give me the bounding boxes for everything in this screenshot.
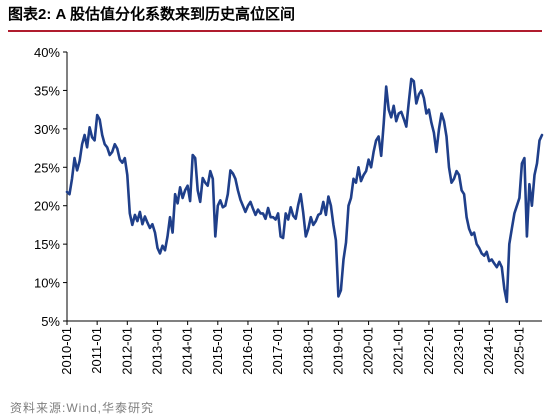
y-tick-label: 35% (34, 83, 60, 98)
x-tick-label: 2021-01 (391, 327, 406, 375)
title-rule (8, 30, 542, 32)
y-tick-label: 25% (34, 160, 60, 175)
y-tick-label: 5% (41, 314, 60, 329)
x-tick-label: 2012-01 (119, 327, 134, 375)
x-tick-label: 2014-01 (180, 327, 195, 375)
x-tick-label: 2015-01 (210, 327, 225, 375)
x-tick-label: 2016-01 (240, 327, 255, 375)
x-tick-label: 2019-01 (330, 327, 345, 375)
y-tick-label: 20% (34, 199, 60, 214)
valuation-dispersion-chart: 5%10%15%20%25%30%35%40% 2010-01 2011-01 20… (34, 45, 544, 375)
x-tick-label: 2011-01 (89, 327, 104, 374)
x-tick-label: 2025-01 (511, 327, 526, 375)
x-tick-label: 2024-01 (481, 327, 496, 375)
y-tick-label: 30% (34, 122, 60, 137)
y-axis: 5% 10% 15% 20% 25% 30% 35% 40% (34, 45, 68, 329)
figure-title: 图表2: A 股估值分化系数来到历史高位区间 (8, 6, 295, 23)
plot-lines (65, 77, 544, 304)
y-tick-label: 15% (34, 237, 60, 252)
y-tick-label: 10% (34, 276, 60, 291)
x-tick-label: 2023-01 (451, 327, 466, 375)
source-note: 资料来源:Wind,华泰研究 (10, 401, 155, 415)
x-tick-label: 2020-01 (361, 327, 376, 375)
x-tick-label: 2022-01 (421, 327, 436, 375)
y-tick-label: 40% (34, 45, 60, 60)
x-tick-label: 2018-01 (300, 327, 315, 375)
series-line-0 (65, 77, 544, 304)
x-tick-label: 2013-01 (149, 327, 164, 375)
x-tick-label: 2017-01 (270, 327, 285, 375)
x-tick-label: 2010-01 (59, 327, 74, 375)
x-axis: 2010-01 2011-01 2012-01 2013-01 2014-01 2015-… (59, 320, 542, 375)
